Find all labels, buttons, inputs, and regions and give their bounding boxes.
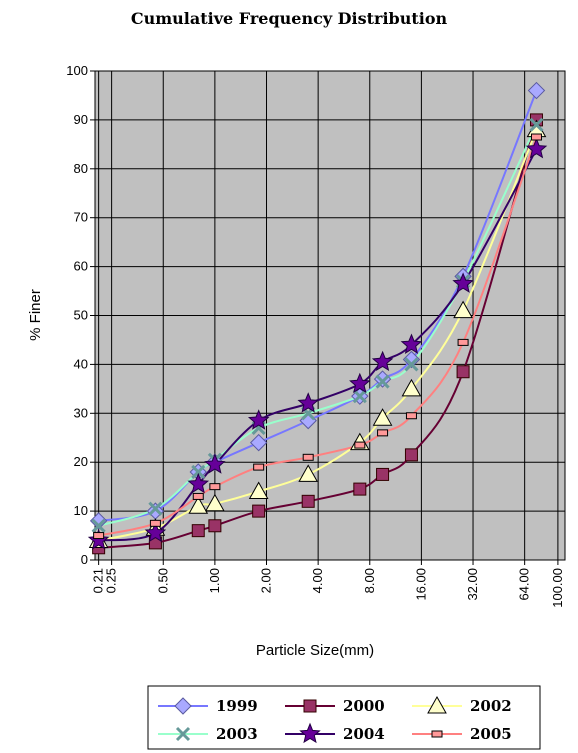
data-point-1999 <box>249 433 268 452</box>
legend-label-2002: 2002 <box>470 697 512 715</box>
y-tick-label: 0 <box>81 552 88 567</box>
y-tick-label: 80 <box>74 161 88 176</box>
y-tick-label: 70 <box>74 210 88 225</box>
data-point-2005 <box>192 492 204 500</box>
x-tick-label: 100.00 <box>550 568 565 608</box>
data-point-2004 <box>400 333 423 354</box>
data-point-2005 <box>530 133 542 141</box>
x-axis: 0.210.25 0.50 1.00 2.00 4.00 8.00 16.00 32.00 64… <box>91 560 565 608</box>
data-point-2002 <box>205 493 225 512</box>
data-point-2002 <box>188 496 209 514</box>
legend-label-2005: 2005 <box>470 725 512 743</box>
y-tick-label: 90 <box>74 112 88 127</box>
data-point-2004 <box>204 453 226 474</box>
y-axis-title: % Finer <box>27 289 44 341</box>
data-point-2004 <box>297 392 319 413</box>
y-tick-label: 30 <box>74 405 88 420</box>
data-point-2000 <box>208 519 222 533</box>
data-point-2004 <box>144 521 167 543</box>
y-tick-label: 50 <box>74 308 88 323</box>
x-tick-label: 1.00 <box>207 568 222 593</box>
legend-box <box>147 685 541 750</box>
y-tick-label: 20 <box>74 454 88 469</box>
data-point-2003 <box>148 501 163 516</box>
y-tick-label: 40 <box>74 356 88 371</box>
legend-marker-2004 <box>299 722 321 744</box>
legend-marker-2002 <box>427 695 447 714</box>
data-point-2005 <box>405 412 417 420</box>
chart-title: Cumulative Frequency Distribution <box>131 9 448 28</box>
data-point-2000 <box>252 504 266 518</box>
legend: 1999 2000 2002 2003 2004 2005 <box>147 685 541 750</box>
data-point-2005 <box>302 453 314 461</box>
data-point-2005 <box>457 338 469 346</box>
data-point-1999 <box>527 81 546 100</box>
data-point-2004 <box>247 409 270 430</box>
y-tick-label: 10 <box>74 503 88 518</box>
data-point-2003 <box>191 464 206 480</box>
data-point-2005 <box>209 483 221 491</box>
data-point-2000 <box>301 494 315 508</box>
data-point-2005 <box>149 519 161 527</box>
data-point-2003 <box>352 389 367 404</box>
x-tick-label: 0.50 <box>155 568 170 593</box>
y-tick-label: 60 <box>74 259 88 274</box>
x-tick-label: 16.00 <box>413 568 428 601</box>
data-point-2005 <box>377 429 389 437</box>
x-tick-label: 64.00 <box>517 568 532 601</box>
data-point-2004 <box>349 372 371 394</box>
x-tick-label: 0.21 <box>91 568 106 593</box>
legend-label-2004: 2004 <box>343 725 385 743</box>
data-point-2000 <box>456 365 470 379</box>
data-point-2003 <box>375 374 390 389</box>
y-axis: 0 10 20 30 40 50 60 70 80 90 100 <box>66 63 95 567</box>
legend-marker-2003 <box>175 726 191 742</box>
legend-label-1999: 1999 <box>216 697 258 715</box>
data-point-2002 <box>248 481 269 500</box>
data-point-2002 <box>372 408 393 426</box>
legend-marker-2000 <box>303 699 317 713</box>
x-tick-label: 4.00 <box>310 568 325 593</box>
data-point-2003 <box>404 357 419 372</box>
data-point-2004 <box>371 350 394 372</box>
x-tick-label: 8.00 <box>362 568 377 593</box>
x-tick-label: 0.25 <box>104 568 119 593</box>
legend-marker-1999 <box>174 697 192 715</box>
series-markers <box>87 81 548 555</box>
data-point-1999 <box>89 512 108 530</box>
data-point-1999 <box>402 350 421 369</box>
data-point-2003 <box>529 117 544 132</box>
data-point-2000 <box>191 524 205 538</box>
data-point-2005 <box>93 532 105 540</box>
data-point-2002 <box>453 300 473 319</box>
data-point-2004 <box>525 137 548 159</box>
data-point-2005 <box>253 463 265 471</box>
data-point-2002 <box>298 464 319 482</box>
y-tick-label: 100 <box>66 63 88 78</box>
x-axis-title: Particle Size(mm) <box>256 642 374 659</box>
data-point-2004 <box>87 529 110 550</box>
x-tick-label: 32.00 <box>465 568 480 601</box>
legend-marker-2005 <box>431 730 443 738</box>
legend-label-2003: 2003 <box>216 725 258 743</box>
data-point-2000 <box>404 448 418 462</box>
data-point-2004 <box>452 272 474 293</box>
x-tick-label: 2.00 <box>259 568 274 593</box>
data-point-2002 <box>401 378 422 397</box>
data-point-2000 <box>376 467 390 481</box>
data-point-2004 <box>187 472 210 494</box>
data-point-2003 <box>91 518 106 533</box>
data-point-2000 <box>353 482 367 496</box>
legend-label-2000: 2000 <box>343 697 385 715</box>
data-point-2005 <box>354 441 366 449</box>
